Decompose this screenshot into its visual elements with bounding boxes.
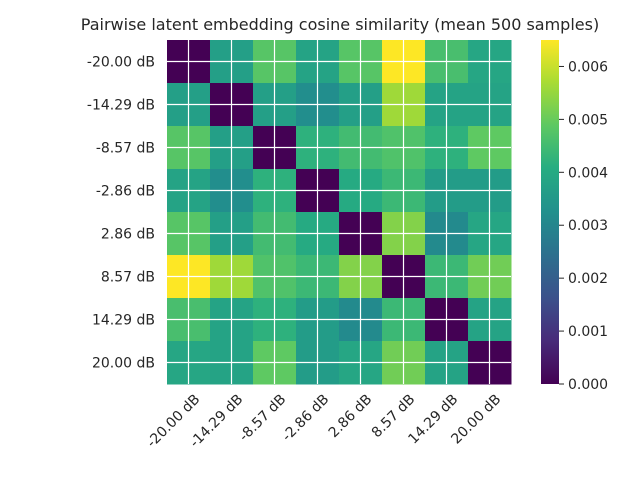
colorbar-tick-label: 0.004 (568, 165, 608, 181)
colorbar-tick-label: 0.006 (568, 59, 608, 75)
y-tick-label: 2.86 dB (101, 227, 155, 243)
x-axis-ticks: -20.00 dB-14.29 dB-8.57 dB-2.86 dB2.86 d… (144, 392, 504, 451)
y-tick-label: -2.86 dB (96, 184, 155, 200)
heatmap-cells (167, 40, 512, 385)
colorbar (541, 40, 559, 384)
y-tick-label: -20.00 dB (87, 55, 155, 71)
colorbar-tick-label: 0.005 (568, 112, 608, 128)
colorbar-tick-label: 0.001 (568, 324, 608, 340)
y-axis-ticks: -20.00 dB -14.29 dB -8.57 dB -2.86 dB 2.86 d… (87, 55, 155, 372)
colorbar-gradient (541, 40, 559, 384)
chart-title: Pairwise latent embedding cosine similar… (80, 15, 600, 34)
y-tick-label: 14.29 dB (92, 313, 155, 329)
y-tick-label: 20.00 dB (92, 356, 155, 372)
colorbar-tick-label: 0.000 (568, 377, 608, 393)
x-tick-label: 2.86 dB (326, 392, 376, 442)
y-tick-label: -14.29 dB (87, 98, 155, 114)
colorbar-tick-label: 0.002 (568, 271, 608, 287)
y-tick-label: -8.57 dB (96, 141, 155, 157)
colorbar-ticks: 0.000 0.001 0.002 0.003 0.004 0.005 0.006 (559, 59, 608, 393)
x-tick-label: -2.86 dB (279, 392, 332, 445)
y-tick-label: 8.57 dB (101, 270, 155, 286)
heatmap-gridlines (167, 40, 511, 384)
colorbar-tick-label: 0.003 (568, 218, 608, 234)
